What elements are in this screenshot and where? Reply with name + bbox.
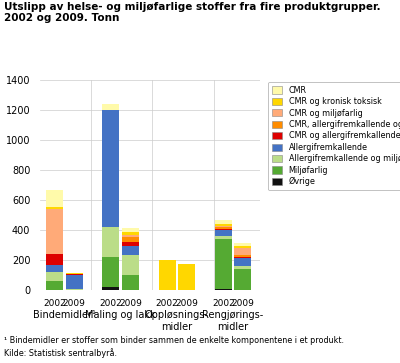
Text: Utslipp av helse- og miljøfarlige stoffer fra fire produktgrupper.: Utslipp av helse- og miljøfarlige stoffe… (4, 2, 381, 12)
Bar (215, 236, 232, 239)
Bar (122, 274, 139, 290)
Bar (215, 220, 232, 224)
Bar (215, 226, 232, 227)
Text: 2009: 2009 (63, 299, 86, 308)
Text: 2009: 2009 (119, 299, 142, 308)
Text: ¹ Bindemidler er stoffer som binder sammen de enkelte komponentene i et produkt.: ¹ Bindemidler er stoffer som binder samm… (4, 336, 344, 345)
Bar (234, 266, 252, 269)
Bar (234, 243, 252, 246)
Bar (46, 209, 63, 253)
Text: 2002: 2002 (156, 299, 178, 308)
Bar (102, 104, 120, 110)
Bar (234, 258, 252, 266)
Text: 2009: 2009 (232, 299, 254, 308)
Text: 2002: 2002 (100, 299, 122, 308)
Legend: CMR, CMR og kronisk toksisk, CMR og miljøfarlig, CMR, allergifremkallende og mil: CMR, CMR og kronisk toksisk, CMR og milj… (268, 82, 400, 190)
Bar (102, 227, 120, 257)
Bar (215, 230, 232, 236)
Bar (122, 246, 139, 255)
Bar (46, 272, 63, 281)
Bar (46, 253, 63, 265)
Bar (102, 257, 120, 287)
Bar (215, 227, 232, 229)
Bar (66, 273, 83, 274)
Text: Bindemidler¹: Bindemidler¹ (33, 310, 96, 320)
Bar (66, 274, 83, 289)
Bar (122, 228, 139, 232)
Bar (234, 248, 252, 255)
Text: 2002 og 2009. Tonn: 2002 og 2009. Tonn (4, 13, 119, 23)
Bar (234, 269, 252, 290)
Text: Kilde: Statistisk sentralbyrå.: Kilde: Statistisk sentralbyrå. (4, 348, 117, 358)
Bar (215, 239, 232, 289)
Bar (234, 246, 252, 248)
Bar (122, 241, 139, 246)
Bar (234, 255, 252, 257)
Bar (46, 265, 63, 272)
Bar (215, 289, 232, 290)
Bar (66, 289, 83, 290)
Text: 2009: 2009 (175, 299, 198, 308)
Bar (158, 260, 176, 290)
Text: 2002: 2002 (212, 299, 235, 308)
Bar (178, 264, 195, 290)
Bar (102, 110, 120, 227)
Bar (46, 190, 63, 207)
Text: Maling og lakk: Maling og lakk (85, 310, 156, 320)
Bar (46, 207, 63, 209)
Bar (122, 232, 139, 235)
Bar (122, 235, 139, 237)
Bar (215, 224, 232, 226)
Bar (234, 257, 252, 258)
Bar (102, 287, 120, 290)
Bar (46, 281, 63, 290)
Bar (122, 237, 139, 241)
Text: Rengjørings-
midler: Rengjørings- midler (202, 310, 264, 331)
Bar (122, 255, 139, 274)
Bar (215, 229, 232, 230)
Text: 2002: 2002 (43, 299, 66, 308)
Text: Oppløsnings-
midler: Oppløsnings- midler (145, 310, 209, 331)
